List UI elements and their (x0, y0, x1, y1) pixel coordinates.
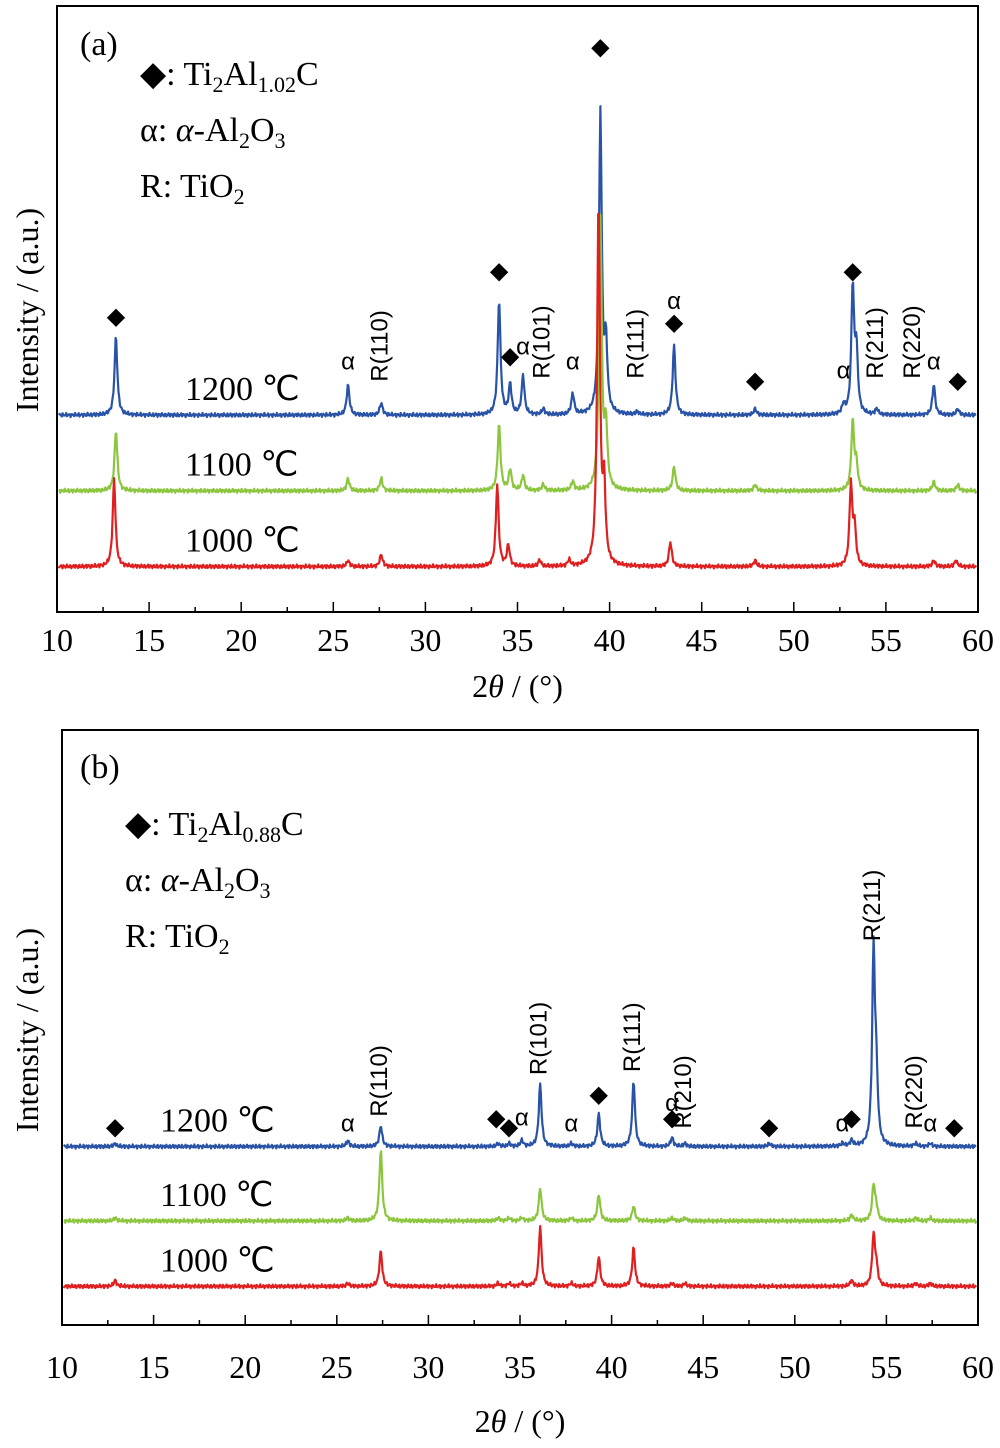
peak-annotation: ◆ (663, 1105, 682, 1132)
peak-annotation: R(220) (899, 305, 926, 378)
x-tick-label: 20 (229, 1349, 261, 1385)
legend-entry: α: α-Al2O3 (140, 112, 286, 153)
peak-annotation: α (341, 349, 355, 376)
series-label: 1000 ℃ (185, 522, 300, 559)
x-tick-label: 10 (46, 1349, 78, 1385)
peak-annotation: R(211) (862, 307, 889, 379)
peak-annotation: α (667, 288, 681, 315)
peak-annotation: ◆ (746, 367, 765, 394)
x-tick-label: 25 (317, 622, 349, 658)
peak-annotation: ◆ (490, 258, 509, 285)
series-label: 1000 ℃ (160, 1242, 275, 1279)
x-tick-label: 20 (225, 622, 257, 658)
peak-annotation: α (923, 1111, 937, 1138)
chart-panel-a: 10 15 20 25 30 35 40 45 50 55 60 2θ / (°) Intensity … (9, 5, 994, 704)
legend-entry: ◆: Ti2Al1.02C (140, 56, 319, 97)
peak-annotation: α (837, 358, 851, 385)
peak-annotation: α (566, 349, 580, 376)
x-tick-label: 50 (779, 1349, 811, 1385)
x-axis-label: 2θ / (°) (475, 1403, 566, 1439)
legend-entry: R: TiO2 (140, 168, 245, 209)
peak-annotation: R(101) (525, 1002, 552, 1075)
peak-annotation: α (341, 1111, 355, 1138)
peak-annotation: ◆ (844, 258, 863, 285)
peak-annotation: ◆ (501, 343, 520, 370)
peak-annotation: R(211) (859, 870, 886, 942)
x-tick-label: 45 (686, 622, 718, 658)
peak-annotation: R(111) (623, 309, 650, 379)
peak-annotation: ◆ (590, 1081, 609, 1108)
x-tick-label: 35 (502, 622, 534, 658)
series-label: 1100 ℃ (160, 1177, 273, 1214)
series-line (62, 935, 977, 1150)
series-label: 1200 ℃ (185, 371, 300, 408)
x-tick-label: 40 (596, 1349, 628, 1385)
peak-annotation: α (515, 1105, 529, 1132)
y-axis-label: Intensity / (a.u.) (9, 928, 45, 1132)
x-tick-label: 35 (504, 1349, 536, 1385)
x-tick-label: 15 (138, 1349, 170, 1385)
x-tick-label: 40 (594, 622, 626, 658)
x-tick-label: 60 (962, 622, 994, 658)
x-tick-label: 30 (412, 1349, 444, 1385)
peak-annotation: ◆ (665, 309, 684, 336)
x-tick-label: 55 (870, 622, 902, 658)
panel-label: (b) (80, 749, 120, 786)
x-tick-label: 60 (962, 1349, 994, 1385)
x-tick-label: 50 (778, 622, 810, 658)
legend-entry: ◆: Ti2Al0.88C (125, 806, 304, 847)
peak-annotation: ◆ (106, 1114, 125, 1141)
series-line (63, 1150, 978, 1225)
peak-annotation: ◆ (107, 303, 126, 330)
peak-annotation: ◆ (945, 1114, 964, 1141)
peak-annotation: α (516, 333, 530, 360)
y-axis-label: Intensity / (a.u.) (9, 208, 45, 412)
plot-frame (61, 729, 979, 1326)
peak-annotation: R(210) (670, 1055, 697, 1128)
plot-frame (56, 5, 979, 613)
legend-entry: R: TiO2 (125, 918, 230, 959)
peak-annotation: α (927, 349, 941, 376)
series-line (62, 1224, 978, 1290)
peak-annotation: ◆ (949, 367, 968, 394)
peak-annotation: R(220) (901, 1055, 928, 1128)
peak-annotation: ◆ (842, 1105, 861, 1132)
series-line (57, 212, 978, 570)
peak-annotation: ◆ (760, 1114, 779, 1141)
x-tick-label: 45 (687, 1349, 719, 1385)
series-line (57, 105, 977, 419)
peak-annotation: α (835, 1111, 849, 1138)
peak-annotation: α (665, 1090, 679, 1117)
peak-annotation: R(110) (366, 1045, 393, 1117)
x-tick-label: 15 (133, 622, 165, 658)
peak-annotation: ◆ (500, 1114, 519, 1141)
legend-entry: α: α-Al2O3 (125, 862, 271, 903)
x-tick-label: 10 (41, 622, 73, 658)
peak-annotation: R(111) (619, 1002, 646, 1072)
peak-annotation: α (564, 1111, 578, 1138)
chart-panel-b: 10 15 20 25 30 35 40 45 50 55 60 2θ / (°) Intensity … (9, 729, 994, 1439)
series-line (58, 213, 978, 494)
peak-annotation: ◆ (487, 1105, 506, 1132)
peak-annotation: R(101) (529, 305, 556, 378)
series-label: 1200 ℃ (160, 1103, 275, 1140)
x-tick-label: 25 (321, 1349, 353, 1385)
peak-annotation: R(110) (367, 310, 394, 382)
x-tick-label: 55 (870, 1349, 902, 1385)
x-axis-label: 2θ / (°) (472, 668, 563, 704)
series-label: 1100 ℃ (185, 447, 298, 484)
panel-label: (a) (80, 26, 118, 63)
peak-annotation: ◆ (591, 33, 610, 60)
x-tick-label: 30 (409, 622, 441, 658)
